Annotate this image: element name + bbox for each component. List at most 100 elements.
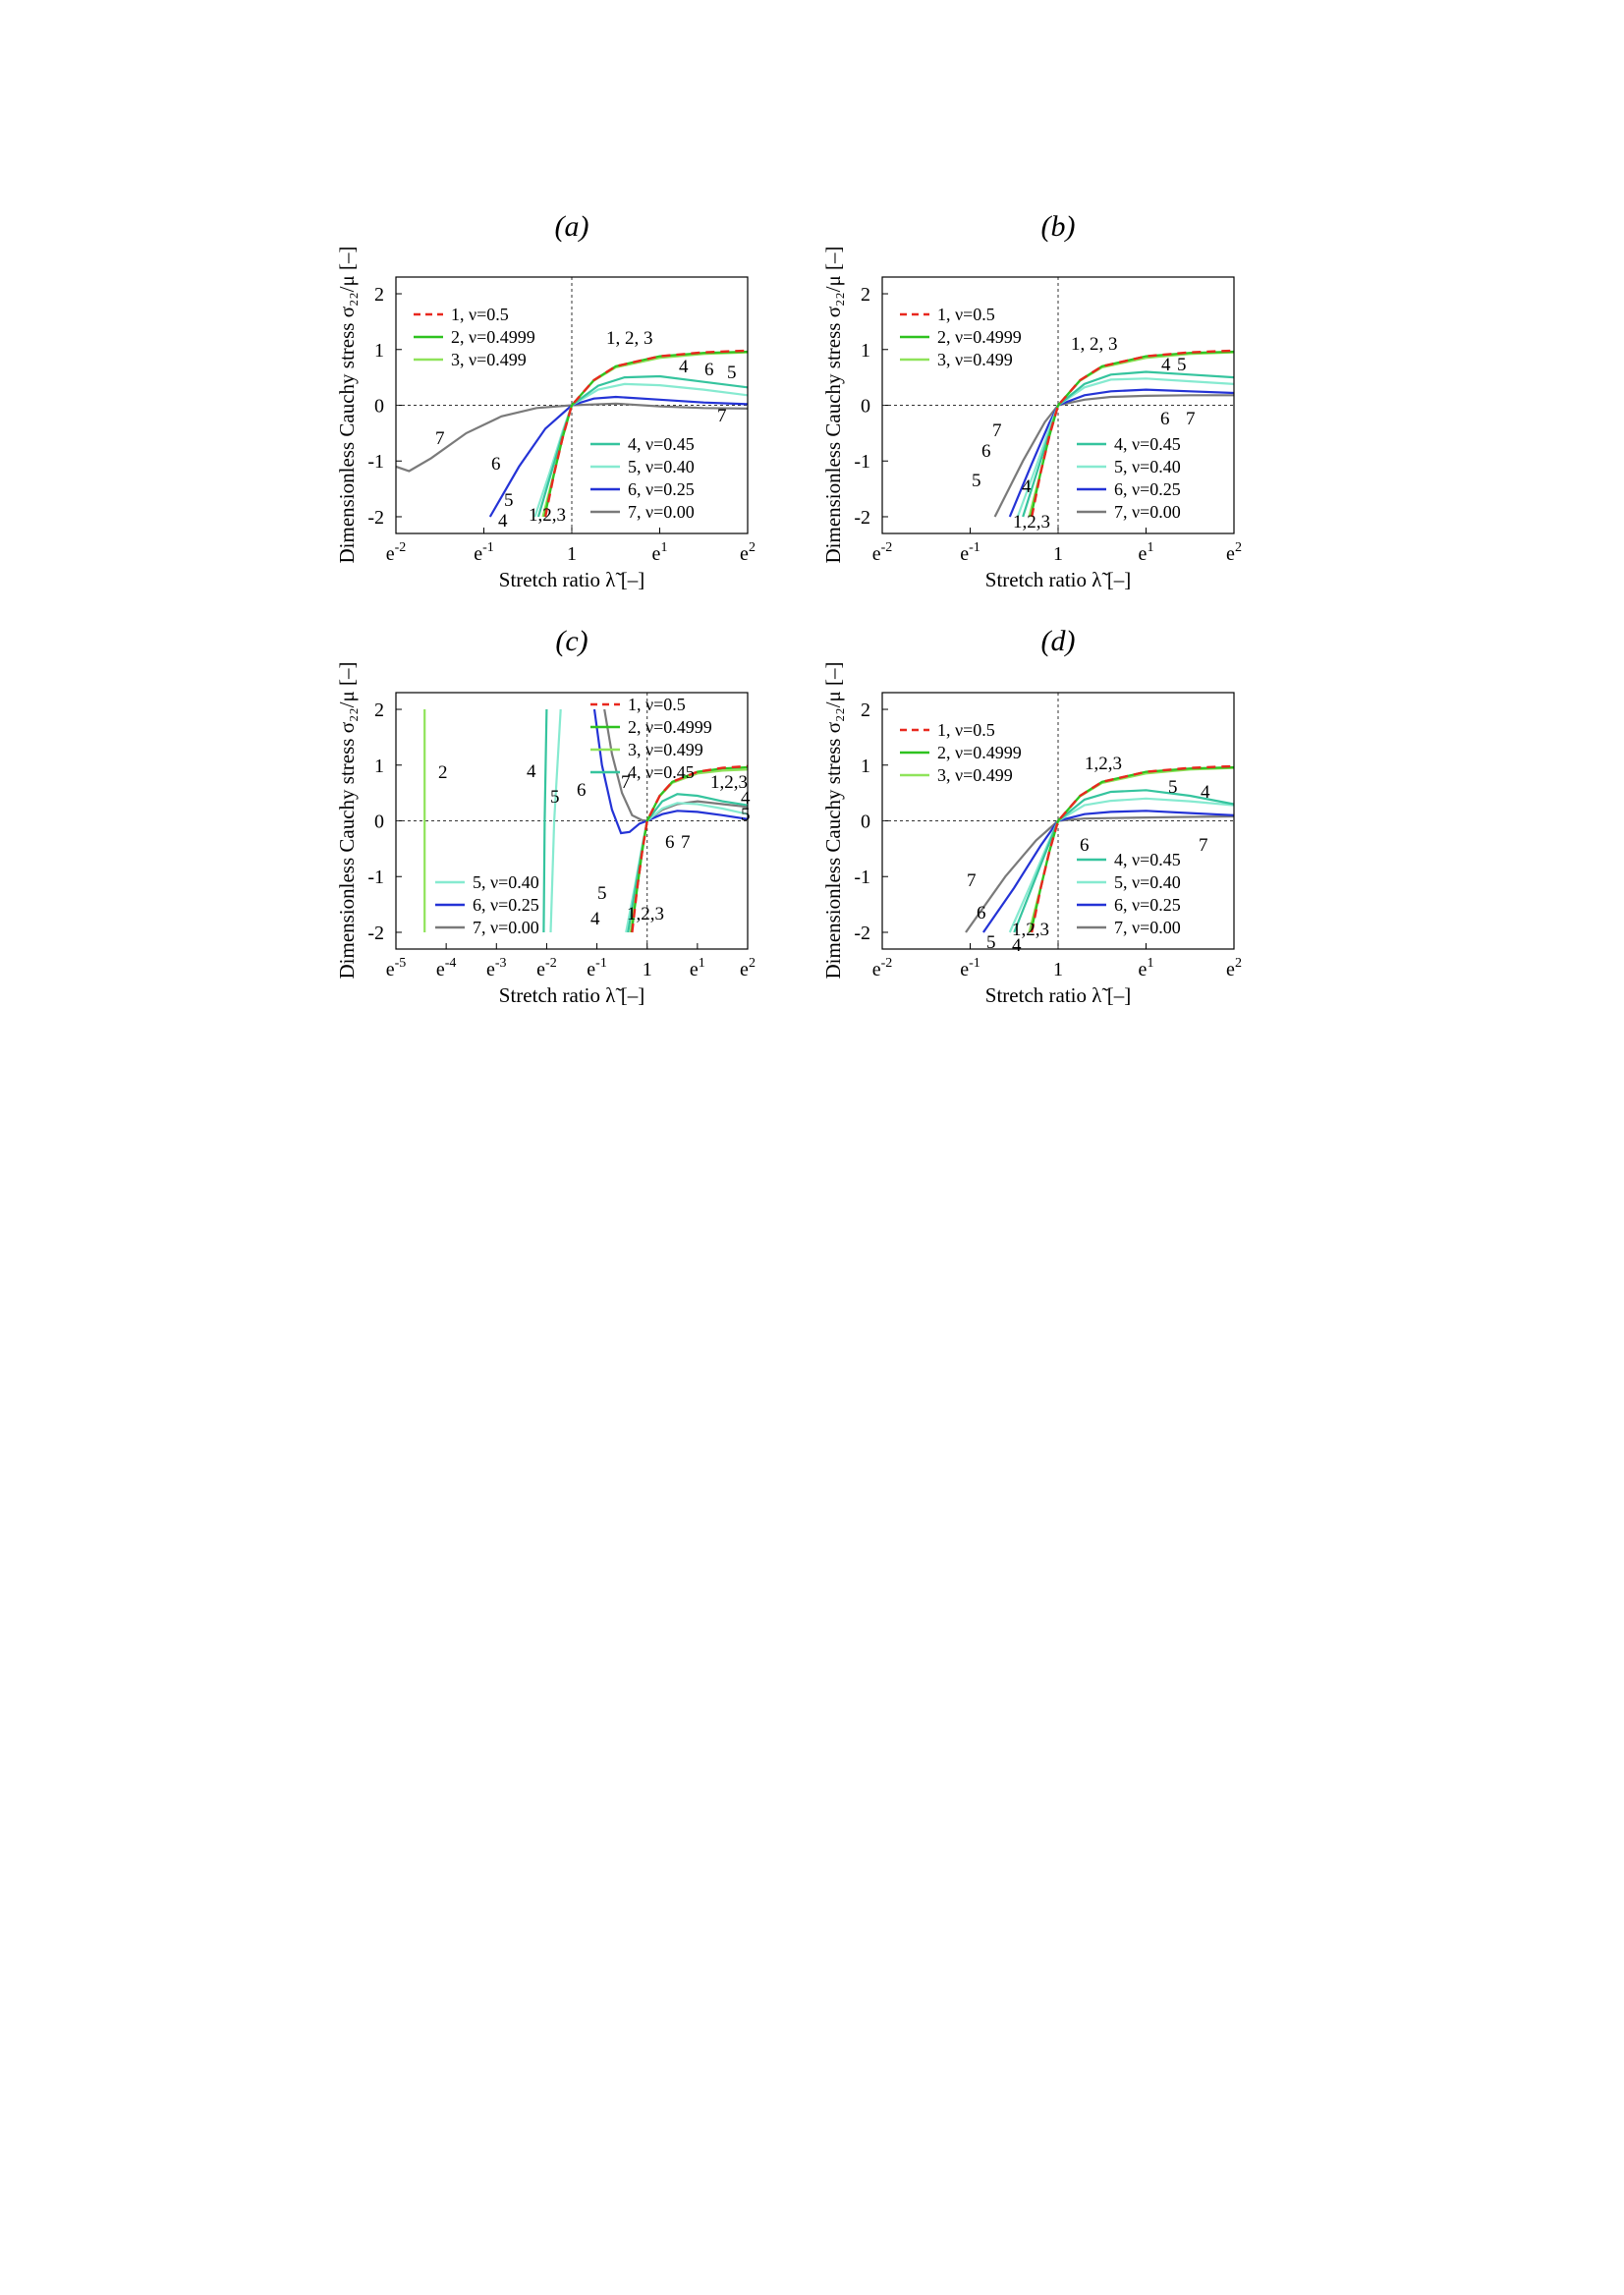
annotation: 5 xyxy=(972,471,981,491)
annotation: 6 xyxy=(1080,835,1090,856)
y-tick-label: -2 xyxy=(854,923,870,944)
x-tick-label: e1 xyxy=(690,956,705,980)
legend-label: 6, ν=0.25 xyxy=(473,895,539,915)
annotation: 1,2,3 xyxy=(1012,920,1049,940)
y-tick-label: -2 xyxy=(367,507,384,529)
y-tick-label: -2 xyxy=(854,507,870,529)
legend-label: 6, ν=0.25 xyxy=(1114,895,1181,915)
x-tick-label: 1 xyxy=(1053,959,1063,980)
series-line xyxy=(1022,370,1234,518)
series-line xyxy=(396,402,748,473)
annotation: 6 xyxy=(665,832,675,853)
legend-label: 5, ν=0.40 xyxy=(1114,872,1181,892)
legend-label: 2, ν=0.4999 xyxy=(937,743,1022,762)
annotation: 6 xyxy=(491,454,501,475)
curves xyxy=(882,277,1234,533)
annotation: 5 xyxy=(1177,355,1187,375)
x-tick-label: e-4 xyxy=(436,956,457,980)
annotation: 6 xyxy=(981,441,991,462)
x-tick-label: e2 xyxy=(740,956,756,980)
curves xyxy=(396,693,748,949)
legend-label: 2, ν=0.4999 xyxy=(451,327,535,347)
annotation: 1,2,3 xyxy=(710,772,748,793)
curve-annotations: 1, 2, 3 4 6 5 7 7 6 5 4 1,2,3 xyxy=(435,328,737,532)
legend: 1, ν=0.5 2, ν=0.4999 3, ν=0.499 4, ν=0.45 5,… xyxy=(435,695,712,937)
legend-label: 6, ν=0.25 xyxy=(628,479,695,499)
legend-label: 7, ν=0.00 xyxy=(473,918,539,937)
legend-label: 7, ν=0.00 xyxy=(628,502,695,522)
annotation: 7 xyxy=(967,870,977,891)
series-line xyxy=(536,374,748,518)
annotation: 5 xyxy=(1168,777,1178,798)
annotation: 4 xyxy=(679,357,689,377)
series-line xyxy=(993,394,1234,518)
y-axis-title: Dimensionless Cauchy stress σ₂₂/μ [–] xyxy=(821,661,845,979)
annotation: 1,2,3 xyxy=(529,505,566,526)
annotation: 1,2,3 xyxy=(627,904,664,924)
annotation: 4 xyxy=(527,761,536,782)
plot-frame xyxy=(881,276,1235,534)
annotation: 1,2,3 xyxy=(1085,754,1122,774)
annotation: 7 xyxy=(992,420,1002,441)
curve-annotations: 2 4 5 6 7 1,2,3 4 5 6 7 5 4 1,2,3 xyxy=(438,761,751,929)
annotation: 7 xyxy=(681,832,691,853)
x-tick-label: e1 xyxy=(652,540,668,565)
x-tick-label: 1 xyxy=(1053,543,1063,565)
annotation: 7 xyxy=(717,406,727,426)
series-group xyxy=(965,764,1234,933)
series-group xyxy=(396,349,748,518)
annotation: 4 xyxy=(741,788,751,809)
legend-label: 2, ν=0.4999 xyxy=(937,327,1022,347)
annotation: 7 xyxy=(435,428,445,449)
panel-label: (d) xyxy=(1041,625,1076,657)
y-tick-label: -1 xyxy=(854,451,870,473)
annotation: 4 xyxy=(1022,476,1032,497)
annotation: 6 xyxy=(977,903,986,924)
y-tick-label: 1 xyxy=(861,340,870,362)
legend-label: 3, ν=0.499 xyxy=(937,765,1013,785)
curves xyxy=(882,693,1234,949)
x-tick-label: e-1 xyxy=(960,540,980,565)
annotation: 6 xyxy=(577,780,587,801)
legend-label: 5, ν=0.40 xyxy=(628,457,695,476)
curves xyxy=(396,277,748,533)
x-tick-label: e-1 xyxy=(960,956,980,980)
series-line xyxy=(965,814,1234,933)
y-tick-label: -1 xyxy=(367,451,384,473)
x-tick-label: e2 xyxy=(1226,956,1242,980)
y-tick-label: 0 xyxy=(861,396,870,418)
x-axis-title: Stretch ratio λ̃ [–] xyxy=(499,983,644,1007)
y-tick-label: 2 xyxy=(861,284,870,306)
annotation: 5 xyxy=(550,787,560,808)
x-tick-label: e-1 xyxy=(587,956,607,980)
annotation: 5 xyxy=(504,490,514,511)
x-axis-title: Stretch ratio λ̃ [–] xyxy=(985,568,1131,591)
annotation: 7 xyxy=(621,772,631,793)
annotation: 5 xyxy=(986,932,996,953)
x-tick-label: e-3 xyxy=(486,956,507,980)
y-axis-title: Dimensionless Cauchy stress σ₂₂/μ [–] xyxy=(821,246,845,563)
legend-label: 7, ν=0.00 xyxy=(1114,502,1181,522)
series-line xyxy=(543,349,748,518)
series-line xyxy=(1016,377,1234,518)
series-group xyxy=(993,349,1234,518)
x-tick-label: 1 xyxy=(643,959,652,980)
y-tick-label: 2 xyxy=(861,700,870,721)
legend: 1, ν=0.5 2, ν=0.4999 3, ν=0.499 4, ν=0.45 5,… xyxy=(900,305,1181,522)
tick-labels: -2 -1 0 1 2 e-2 e-1 1 e1 e2 xyxy=(854,284,1242,565)
legend-label: 4, ν=0.45 xyxy=(628,762,695,782)
panel-label: (b) xyxy=(1041,210,1076,243)
series-line xyxy=(1008,388,1234,518)
series-line xyxy=(631,764,748,933)
panel-d: (d) Dimensionless Cauchy stress σ₂₂/μ [–… xyxy=(821,625,1242,1007)
legend-label: 2, ν=0.4999 xyxy=(628,717,712,737)
y-tick-label: 2 xyxy=(374,284,384,306)
series-line xyxy=(1008,797,1234,933)
y-tick-label: 1 xyxy=(374,340,384,362)
x-tick-label: e-1 xyxy=(474,540,494,565)
series-line xyxy=(1031,764,1234,933)
y-axis-title: Dimensionless Cauchy stress σ₂₂/μ [–] xyxy=(335,246,359,563)
legend-label: 5, ν=0.40 xyxy=(473,872,539,892)
y-tick-label: -1 xyxy=(854,867,870,888)
x-tick-label: e2 xyxy=(1226,540,1242,565)
